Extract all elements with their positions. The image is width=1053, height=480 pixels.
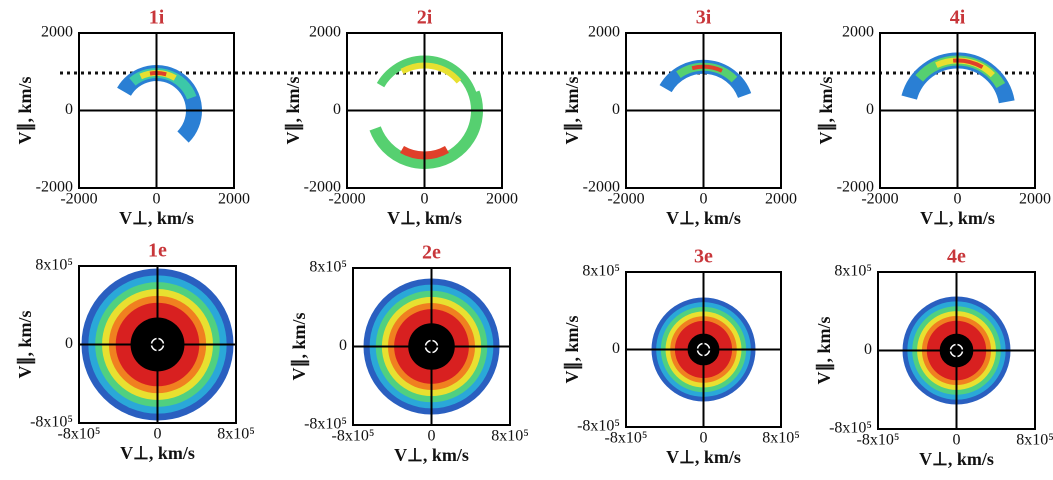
x-tick-label: 8x10⁵ bbox=[762, 430, 800, 447]
x-tick-label: -8x10⁵ bbox=[332, 428, 375, 445]
panel-title: 1e bbox=[148, 240, 167, 262]
x-tick-label: -2000 bbox=[861, 191, 898, 208]
y-axis-label: V∥, km/s bbox=[562, 315, 583, 383]
y-tick-label: 2000 bbox=[842, 24, 874, 41]
y-tick-label: -8x10⁵ bbox=[577, 418, 620, 435]
y-tick-label: 0 bbox=[866, 101, 874, 118]
y-tick-label: 8x10⁵ bbox=[35, 257, 73, 274]
panel-title: 2i bbox=[417, 7, 433, 29]
panel-title: 1i bbox=[149, 7, 165, 29]
y-tick-label: 8x10⁵ bbox=[309, 259, 347, 276]
y-tick-label: -2000 bbox=[837, 179, 874, 196]
x-tick-label: 0 bbox=[700, 191, 708, 208]
y-axis-label: V∥, km/s bbox=[816, 76, 837, 144]
panel: 4i 2000 0 -2000-2000 0 2000 V⊥, km/s V∥, km/s bbox=[816, 7, 1051, 229]
x-tick-label: 2000 bbox=[218, 191, 250, 208]
x-tick-label: 0 bbox=[421, 191, 429, 208]
x-tick-label: 0 bbox=[954, 191, 962, 208]
x-tick-label: 0 bbox=[953, 432, 961, 449]
y-tick-label: 0 bbox=[339, 337, 347, 354]
x-axis-label: V⊥, km/s bbox=[919, 449, 994, 469]
y-axis-label: V∥, km/s bbox=[15, 310, 36, 378]
y-tick-label: 0 bbox=[612, 340, 620, 357]
x-tick-label: -8x10⁵ bbox=[58, 426, 101, 443]
distribution-band bbox=[369, 52, 483, 169]
panel-title: 3e bbox=[694, 246, 713, 268]
x-tick-label: 0 bbox=[153, 191, 161, 208]
panel: 1i 2000 0 -2000-2000 0 2000 V⊥, km/s V∥, km/s bbox=[15, 7, 250, 229]
distribution-band bbox=[400, 62, 462, 84]
x-axis-label: V⊥, km/s bbox=[666, 447, 741, 467]
y-tick-label: -2000 bbox=[583, 179, 620, 196]
panel: 2e 8x10⁵ 0 -8x10⁵-8x10⁵ 0 8x10⁵ V⊥, km/s V∥, km… bbox=[289, 242, 529, 466]
x-tick-label: 2000 bbox=[765, 191, 797, 208]
x-tick-label: 8x10⁵ bbox=[217, 426, 255, 443]
x-tick-label: -8x10⁵ bbox=[857, 432, 900, 449]
distribution-band bbox=[952, 58, 984, 69]
y-axis-label: V∥, km/s bbox=[289, 312, 310, 380]
y-tick-label: 0 bbox=[864, 341, 872, 358]
y-tick-label: 0 bbox=[333, 101, 341, 118]
y-tick-label: -2000 bbox=[36, 179, 73, 196]
y-tick-label: 2000 bbox=[41, 24, 73, 41]
distribution-band bbox=[691, 64, 723, 73]
y-axis-label: V∥, km/s bbox=[15, 76, 36, 144]
panel: 2i 2000 0 -2000-2000 0 2000 V⊥, km/s V∥, km/s bbox=[283, 7, 518, 229]
x-axis-label: V⊥, km/s bbox=[394, 445, 469, 465]
y-tick-label: 2000 bbox=[309, 24, 341, 41]
x-tick-label: -8x10⁵ bbox=[605, 430, 648, 447]
plot-area bbox=[117, 65, 202, 143]
distribution-band bbox=[149, 71, 167, 77]
x-axis-label: V⊥, km/s bbox=[119, 208, 194, 228]
y-tick-label: -8x10⁵ bbox=[304, 416, 347, 433]
panel: 3e 8x10⁵ 0 -8x10⁵-8x10⁵ 0 8x10⁵ V⊥, km/s V∥, km… bbox=[562, 246, 800, 468]
x-tick-label: 2000 bbox=[1019, 191, 1051, 208]
panel: 4e 8x10⁵ 0 -8x10⁵-8x10⁵ 0 8x10⁵ V⊥, km/s V∥, km… bbox=[814, 246, 1053, 470]
y-tick-label: 8x10⁵ bbox=[582, 263, 620, 280]
x-tick-label: 0 bbox=[154, 426, 162, 443]
x-tick-label: -2000 bbox=[328, 191, 365, 208]
plot-area bbox=[659, 59, 752, 99]
y-tick-label: 2000 bbox=[588, 24, 620, 41]
y-tick-label: 0 bbox=[65, 101, 73, 118]
x-axis-label: V⊥, km/s bbox=[666, 208, 741, 228]
panel-title: 3i bbox=[696, 7, 712, 29]
x-axis-label: V⊥, km/s bbox=[920, 208, 995, 228]
y-tick-label: -8x10⁵ bbox=[30, 414, 73, 431]
y-axis-label: V∥, km/s bbox=[562, 76, 583, 144]
x-tick-label: 8x10⁵ bbox=[1016, 432, 1053, 449]
y-axis-label: V∥, km/s bbox=[814, 316, 835, 384]
x-tick-label: 8x10⁵ bbox=[491, 428, 529, 445]
y-tick-label: 8x10⁵ bbox=[834, 263, 872, 280]
y-tick-label: -8x10⁵ bbox=[829, 420, 872, 437]
x-tick-label: 0 bbox=[700, 430, 708, 447]
y-tick-label: 0 bbox=[65, 335, 73, 352]
plot-area bbox=[901, 52, 1015, 104]
panel-title: 2e bbox=[422, 242, 441, 264]
x-axis-label: V⊥, km/s bbox=[387, 208, 462, 228]
x-tick-label: -2000 bbox=[607, 191, 644, 208]
x-axis-label: V⊥, km/s bbox=[120, 443, 195, 463]
panel-title: 4e bbox=[947, 246, 966, 268]
x-tick-label: 0 bbox=[428, 428, 436, 445]
y-tick-label: 0 bbox=[612, 101, 620, 118]
y-axis-label: V∥, km/s bbox=[283, 76, 304, 144]
panel: 3i 2000 0 -2000-2000 0 2000 V⊥, km/s V∥, km/s bbox=[562, 7, 797, 229]
x-tick-label: -2000 bbox=[60, 191, 97, 208]
panel: 1e 8x10⁵ 0 -8x10⁵-8x10⁵ 0 8x10⁵ V⊥, km/s V∥, km… bbox=[15, 240, 255, 464]
panel-title: 4i bbox=[950, 7, 966, 29]
y-tick-label: -2000 bbox=[304, 179, 341, 196]
x-tick-label: 2000 bbox=[486, 191, 518, 208]
